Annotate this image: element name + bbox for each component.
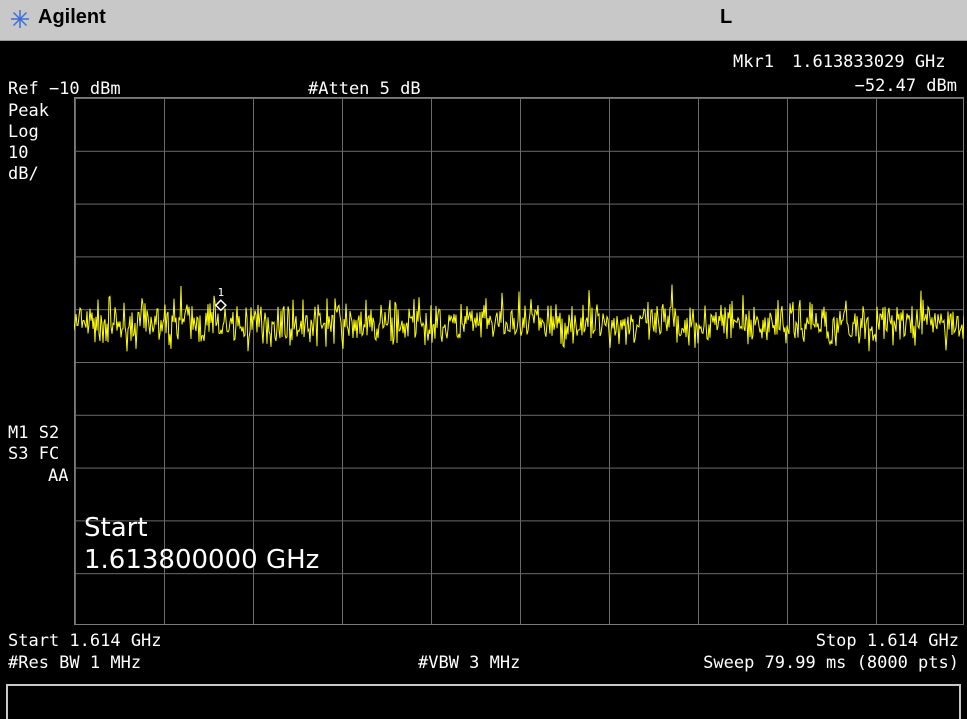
start-frequency-overlay: Start 1.613800000 GHz (84, 512, 319, 576)
mode-indicator: L (720, 6, 733, 28)
marker-label: Mkr1 (733, 52, 774, 72)
marker-level: −52.47 dBm (854, 76, 957, 96)
ref-level: Ref −10 dBm (8, 79, 121, 99)
sweep-time: Sweep 79.99 ms (8000 pts) (703, 653, 959, 673)
start-overlay-value: 1.613800000 GHz (84, 545, 320, 575)
title-bar: Agilent L (0, 0, 967, 41)
start-frequency: Start 1.614 GHz (8, 631, 162, 651)
marker-frequency: 1.613833029 GHz (792, 52, 946, 72)
spectrum-trace (74, 284, 964, 352)
status-flag-m1s2: M1 S2 (8, 423, 60, 443)
spectrum-display: 1 (74, 284, 964, 352)
resolution-bandwidth: #Res BW 1 MHz (8, 653, 142, 673)
stop-frequency: Stop 1.614 GHz (815, 631, 959, 651)
marker-number: 1 (218, 286, 225, 299)
agilent-spark-icon (11, 10, 29, 28)
brand-name: Agilent (38, 6, 106, 28)
status-flag-s3fc: S3 FC (8, 444, 60, 464)
softkey-bar (6, 684, 961, 719)
marker-diamond-icon (214, 299, 227, 312)
video-bandwidth: #VBW 3 MHz (418, 653, 521, 673)
status-flag-aa: AA (48, 466, 69, 486)
scale-unit: dB/ (8, 164, 39, 184)
attenuation: #Atten 5 dB (308, 79, 421, 99)
detector-mode: Peak (8, 101, 49, 121)
graticule (74, 97, 964, 625)
scale-type: Log (8, 122, 39, 142)
start-overlay-label: Start (84, 513, 148, 543)
scale-value: 10 (8, 143, 29, 163)
marker-1: 1 (214, 286, 227, 312)
